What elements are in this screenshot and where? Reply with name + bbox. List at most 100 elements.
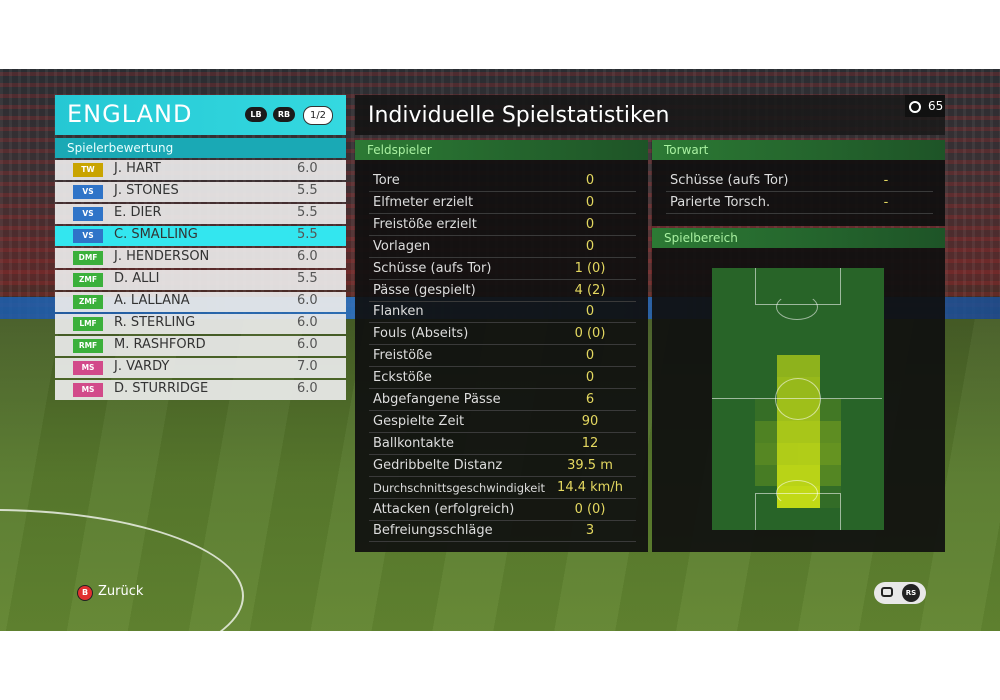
- heatmap-cell: [819, 508, 842, 530]
- player-rating: 6.0: [297, 337, 318, 352]
- stat-label: Fouls (Abseits): [373, 326, 469, 342]
- heatmap-cell: [733, 420, 756, 444]
- heatmap-cell: [776, 268, 799, 291]
- heatmap-cell: [819, 420, 842, 444]
- stat-value: 0: [585, 216, 595, 232]
- player-row[interactable]: RMF M. RASHFORD 6.0: [55, 336, 346, 356]
- lb-button-icon[interactable]: LB: [245, 107, 267, 122]
- position-badge: RMF: [73, 339, 103, 353]
- stat-value: 4 (2): [574, 282, 606, 298]
- match-timer: 65: [905, 95, 945, 117]
- stat-value: 39.5 m: [567, 457, 613, 473]
- stat-row: Fouls (Abseits) 0 (0): [369, 323, 636, 346]
- stat-row: Schüsse (aufs Tor) 1 (0): [369, 258, 636, 280]
- team-header: ENGLAND LB RB 1/2: [55, 95, 346, 135]
- heatmap-cell: [841, 333, 863, 356]
- stat-value: 0 (0): [574, 501, 606, 517]
- stat-row: Gedribbelte Distanz 39.5 m: [369, 455, 636, 477]
- player-row[interactable]: VS E. DIER 5.5: [55, 204, 346, 224]
- player-row[interactable]: VS C. SMALLING 5.5: [55, 226, 346, 246]
- stat-row: Elfmeter erzielt 0: [369, 192, 636, 214]
- player-name: R. STERLING: [114, 315, 196, 330]
- b-button-icon: B: [77, 585, 93, 601]
- heatmap-cell: [841, 486, 863, 509]
- position-badge: MS: [73, 383, 103, 397]
- team-name: ENGLAND: [67, 100, 193, 128]
- heatmap-cell: [819, 355, 842, 378]
- player-rating: 6.0: [297, 381, 318, 396]
- heatmap-cell: [755, 333, 777, 356]
- player-row[interactable]: MS J. VARDY 7.0: [55, 358, 346, 378]
- heatmap-cell: [712, 311, 734, 334]
- position-badge: MS: [73, 361, 103, 375]
- heatmap-cell: [819, 377, 842, 400]
- heatmap-cell: [712, 399, 734, 422]
- heatmap-cell: [841, 289, 863, 313]
- player-row[interactable]: TW J. HART 6.0: [55, 160, 346, 180]
- position-badge: VS: [73, 207, 103, 221]
- position-badge: VS: [73, 229, 103, 243]
- heatmap-center-circle: [775, 378, 821, 420]
- stat-value: 0: [585, 173, 595, 188]
- heatmap-cell: [755, 486, 777, 509]
- stat-row: Ballkontakte 12: [369, 433, 636, 455]
- stat-label: Befreiungsschläge: [373, 523, 493, 539]
- stat-value: 3: [585, 523, 595, 539]
- heatmap-cell: [733, 268, 756, 291]
- stat-label: Gedribbelte Distanz: [373, 457, 503, 473]
- heatmap-cell: [755, 355, 777, 378]
- player-rating: 6.0: [297, 315, 318, 330]
- heatmap-cell: [733, 442, 756, 465]
- stat-value: 0: [585, 194, 595, 210]
- chat-icon: [881, 587, 893, 597]
- player-row[interactable]: ZMF A. LALLANA 6.0: [55, 292, 346, 312]
- stat-label: Elfmeter erzielt: [373, 194, 474, 210]
- stat-row: Befreiungsschläge 3: [369, 520, 636, 543]
- player-name: D. ALLI: [114, 271, 160, 286]
- position-badge: DMF: [73, 251, 103, 265]
- player-row[interactable]: LMF R. STERLING 6.0: [55, 314, 346, 334]
- chat-rs-button[interactable]: RS: [874, 582, 926, 604]
- heatmap-cell: [841, 377, 863, 400]
- stat-value: 12: [581, 435, 599, 451]
- player-name: A. LALLANA: [114, 293, 190, 308]
- player-rating: 6.0: [297, 161, 318, 176]
- stat-value: 1 (0): [574, 260, 606, 276]
- keeper-stat-label: Parierte Torsch.: [670, 195, 771, 210]
- heatmap-cell: [862, 420, 884, 444]
- heatmap-cell: [862, 464, 884, 487]
- player-row[interactable]: ZMF D. ALLI 5.5: [55, 270, 346, 290]
- player-row[interactable]: VS J. STONES 5.5: [55, 182, 346, 202]
- stat-value: 6: [585, 392, 595, 407]
- heatmap-cell: [712, 355, 734, 378]
- heatmap-cell: [798, 442, 820, 465]
- player-name: J. VARDY: [114, 359, 170, 374]
- stat-value: 0 (0): [574, 326, 606, 342]
- stat-label: Attacken (erfolgreich): [373, 501, 515, 517]
- player-name: C. SMALLING: [114, 227, 198, 242]
- heatmap-cell: [733, 399, 756, 422]
- rb-button-icon[interactable]: RB: [273, 107, 295, 122]
- heatmap-cell: [776, 508, 799, 530]
- rs-button-icon: RS: [902, 584, 920, 602]
- player-name: J. HART: [114, 161, 161, 176]
- heatmap-cell: [733, 355, 756, 378]
- player-row[interactable]: DMF J. HENDERSON 6.0: [55, 248, 346, 268]
- heatmap-cell: [733, 486, 756, 509]
- heatmap-cell: [755, 399, 777, 422]
- player-row[interactable]: MS D. STURRIDGE 6.0: [55, 380, 346, 400]
- heatmap-cell: [862, 355, 884, 378]
- heatmap-cell: [841, 355, 863, 378]
- heatmap-cell: [776, 420, 799, 444]
- stat-label: Tore: [373, 173, 400, 188]
- stat-row: Attacken (erfolgreich) 0 (0): [369, 499, 636, 521]
- stats-title-bar: Individuelle Spielstatistiken: [355, 95, 945, 135]
- heatmap-goal-arc-top: [776, 294, 818, 320]
- player-rating: 5.5: [297, 205, 318, 220]
- stat-label: Vorlagen: [373, 238, 431, 254]
- heatmap-cell: [862, 486, 884, 509]
- heatmap-cell: [712, 508, 734, 530]
- stat-value: 0: [585, 370, 595, 386]
- heatmap-cell: [712, 420, 734, 444]
- heatmap-cell: [841, 399, 863, 422]
